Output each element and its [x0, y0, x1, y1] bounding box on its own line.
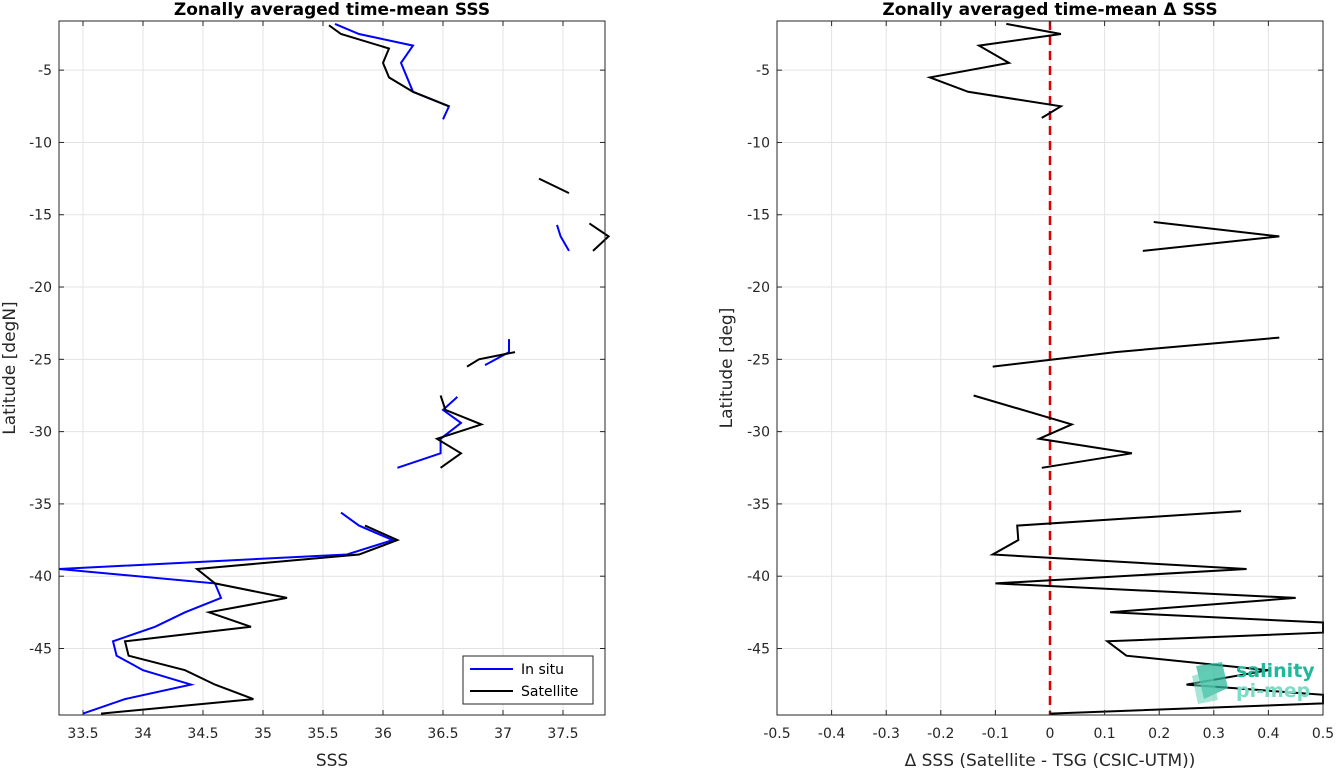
- logo-cube-shade-icon: [1192, 670, 1218, 704]
- x-tick-label: 37: [494, 726, 512, 742]
- x-tick-label: 36: [374, 726, 392, 742]
- y-tick-label: -10: [747, 135, 770, 151]
- y-tick-label: -15: [29, 208, 52, 224]
- y-tick-label: -20: [29, 280, 52, 296]
- x-tick-label: -0.1: [982, 726, 1009, 742]
- x-tick-label: 36.5: [427, 726, 458, 742]
- logo-text-pi-mep: pi-mep: [1236, 680, 1310, 702]
- y-tick-label: -35: [747, 497, 770, 513]
- series-line-satellite: [588, 222, 611, 252]
- x-tick-label: 0.3: [1203, 726, 1225, 742]
- chart-title: Zonally averaged time-mean Δ SSS: [882, 0, 1217, 20]
- x-tick-label: 34: [134, 726, 152, 742]
- series-line-satellite: [538, 177, 570, 195]
- x-tick-label: 35: [254, 726, 272, 742]
- series-line-satellite: [466, 351, 516, 368]
- x-tick-label: 0.2: [1148, 726, 1170, 742]
- x-axis-label: Δ SSS (Satellite - TSG (CSIC-UTM)): [905, 751, 1196, 769]
- x-tick-label: -0.5: [763, 726, 790, 742]
- series-line-in-situ: [556, 224, 570, 252]
- y-tick-label: -25: [29, 352, 52, 368]
- y-axis-label: Latitude [degN]: [0, 301, 20, 434]
- x-axis-label: SSS: [316, 751, 348, 769]
- y-tick-label: -35: [29, 497, 52, 513]
- series-line-series-0: [1142, 221, 1280, 252]
- legend-label-in-situ: In situ: [521, 662, 564, 678]
- right-panel: -0.5 -0.4 -0.3 -0.2 -0.1 0 0.1 0.2 0.3 0.4 0.5 -5 -1…: [717, 0, 1334, 769]
- legend-label-satellite: Satellite: [521, 684, 578, 700]
- x-tick-label: -0.2: [927, 726, 954, 742]
- y-tick-label: -25: [747, 352, 770, 368]
- y-tick-label: -5: [38, 63, 52, 79]
- series-line-in-situ: [397, 396, 463, 469]
- x-tick-label: 37.5: [547, 726, 578, 742]
- left-panel: 33.5 34 34.5 35 35.5 36 36.5 37 37.5 -5 -10 -15 -20 -…: [0, 0, 611, 769]
- x-tick-label: -0.3: [873, 726, 900, 742]
- series-line-series-0: [926, 22, 1064, 119]
- y-tick-label: -40: [29, 569, 52, 585]
- x-tick-label: 0.1: [1093, 726, 1115, 742]
- series-line-satellite: [100, 524, 401, 715]
- series-line-satellite: [434, 395, 485, 469]
- x-tick-label: 0.4: [1257, 726, 1279, 742]
- y-tick-label: -10: [29, 135, 52, 151]
- y-tick-label: -20: [747, 280, 770, 296]
- series-line-in-situ: [484, 339, 510, 366]
- y-tick-label: -45: [29, 641, 52, 657]
- legend-box: [462, 655, 594, 705]
- x-tick-label: -0.4: [818, 726, 845, 742]
- y-tick-label: -5: [756, 63, 770, 79]
- x-tick-label: 33.5: [67, 726, 98, 742]
- y-tick-label: -45: [747, 641, 770, 657]
- salinity-pi-mep-logo: salinity pi-mep: [1192, 660, 1315, 704]
- x-tick-label: 35.5: [307, 726, 338, 742]
- x-tick-label: 0: [1046, 726, 1055, 742]
- series-line-series-0: [992, 336, 1280, 368]
- y-tick-label: -15: [747, 208, 770, 224]
- chart-title: Zonally averaged time-mean SSS: [174, 0, 490, 20]
- series-line-in-situ: [58, 511, 396, 715]
- series-line-series-0: [973, 394, 1133, 469]
- x-tick-label: 34.5: [187, 726, 218, 742]
- y-tick-label: -40: [747, 569, 770, 585]
- logo-text-salinity: salinity: [1236, 660, 1315, 682]
- y-tick-label: -30: [747, 425, 770, 441]
- x-tick-label: 0.5: [1312, 726, 1334, 742]
- y-tick-label: -30: [29, 425, 52, 441]
- y-axis-label: Latitude [deg]: [717, 308, 737, 429]
- legend: In situ Satellite: [462, 655, 594, 705]
- axes-frame: [58, 20, 606, 716]
- series-line-satellite: [328, 24, 450, 108]
